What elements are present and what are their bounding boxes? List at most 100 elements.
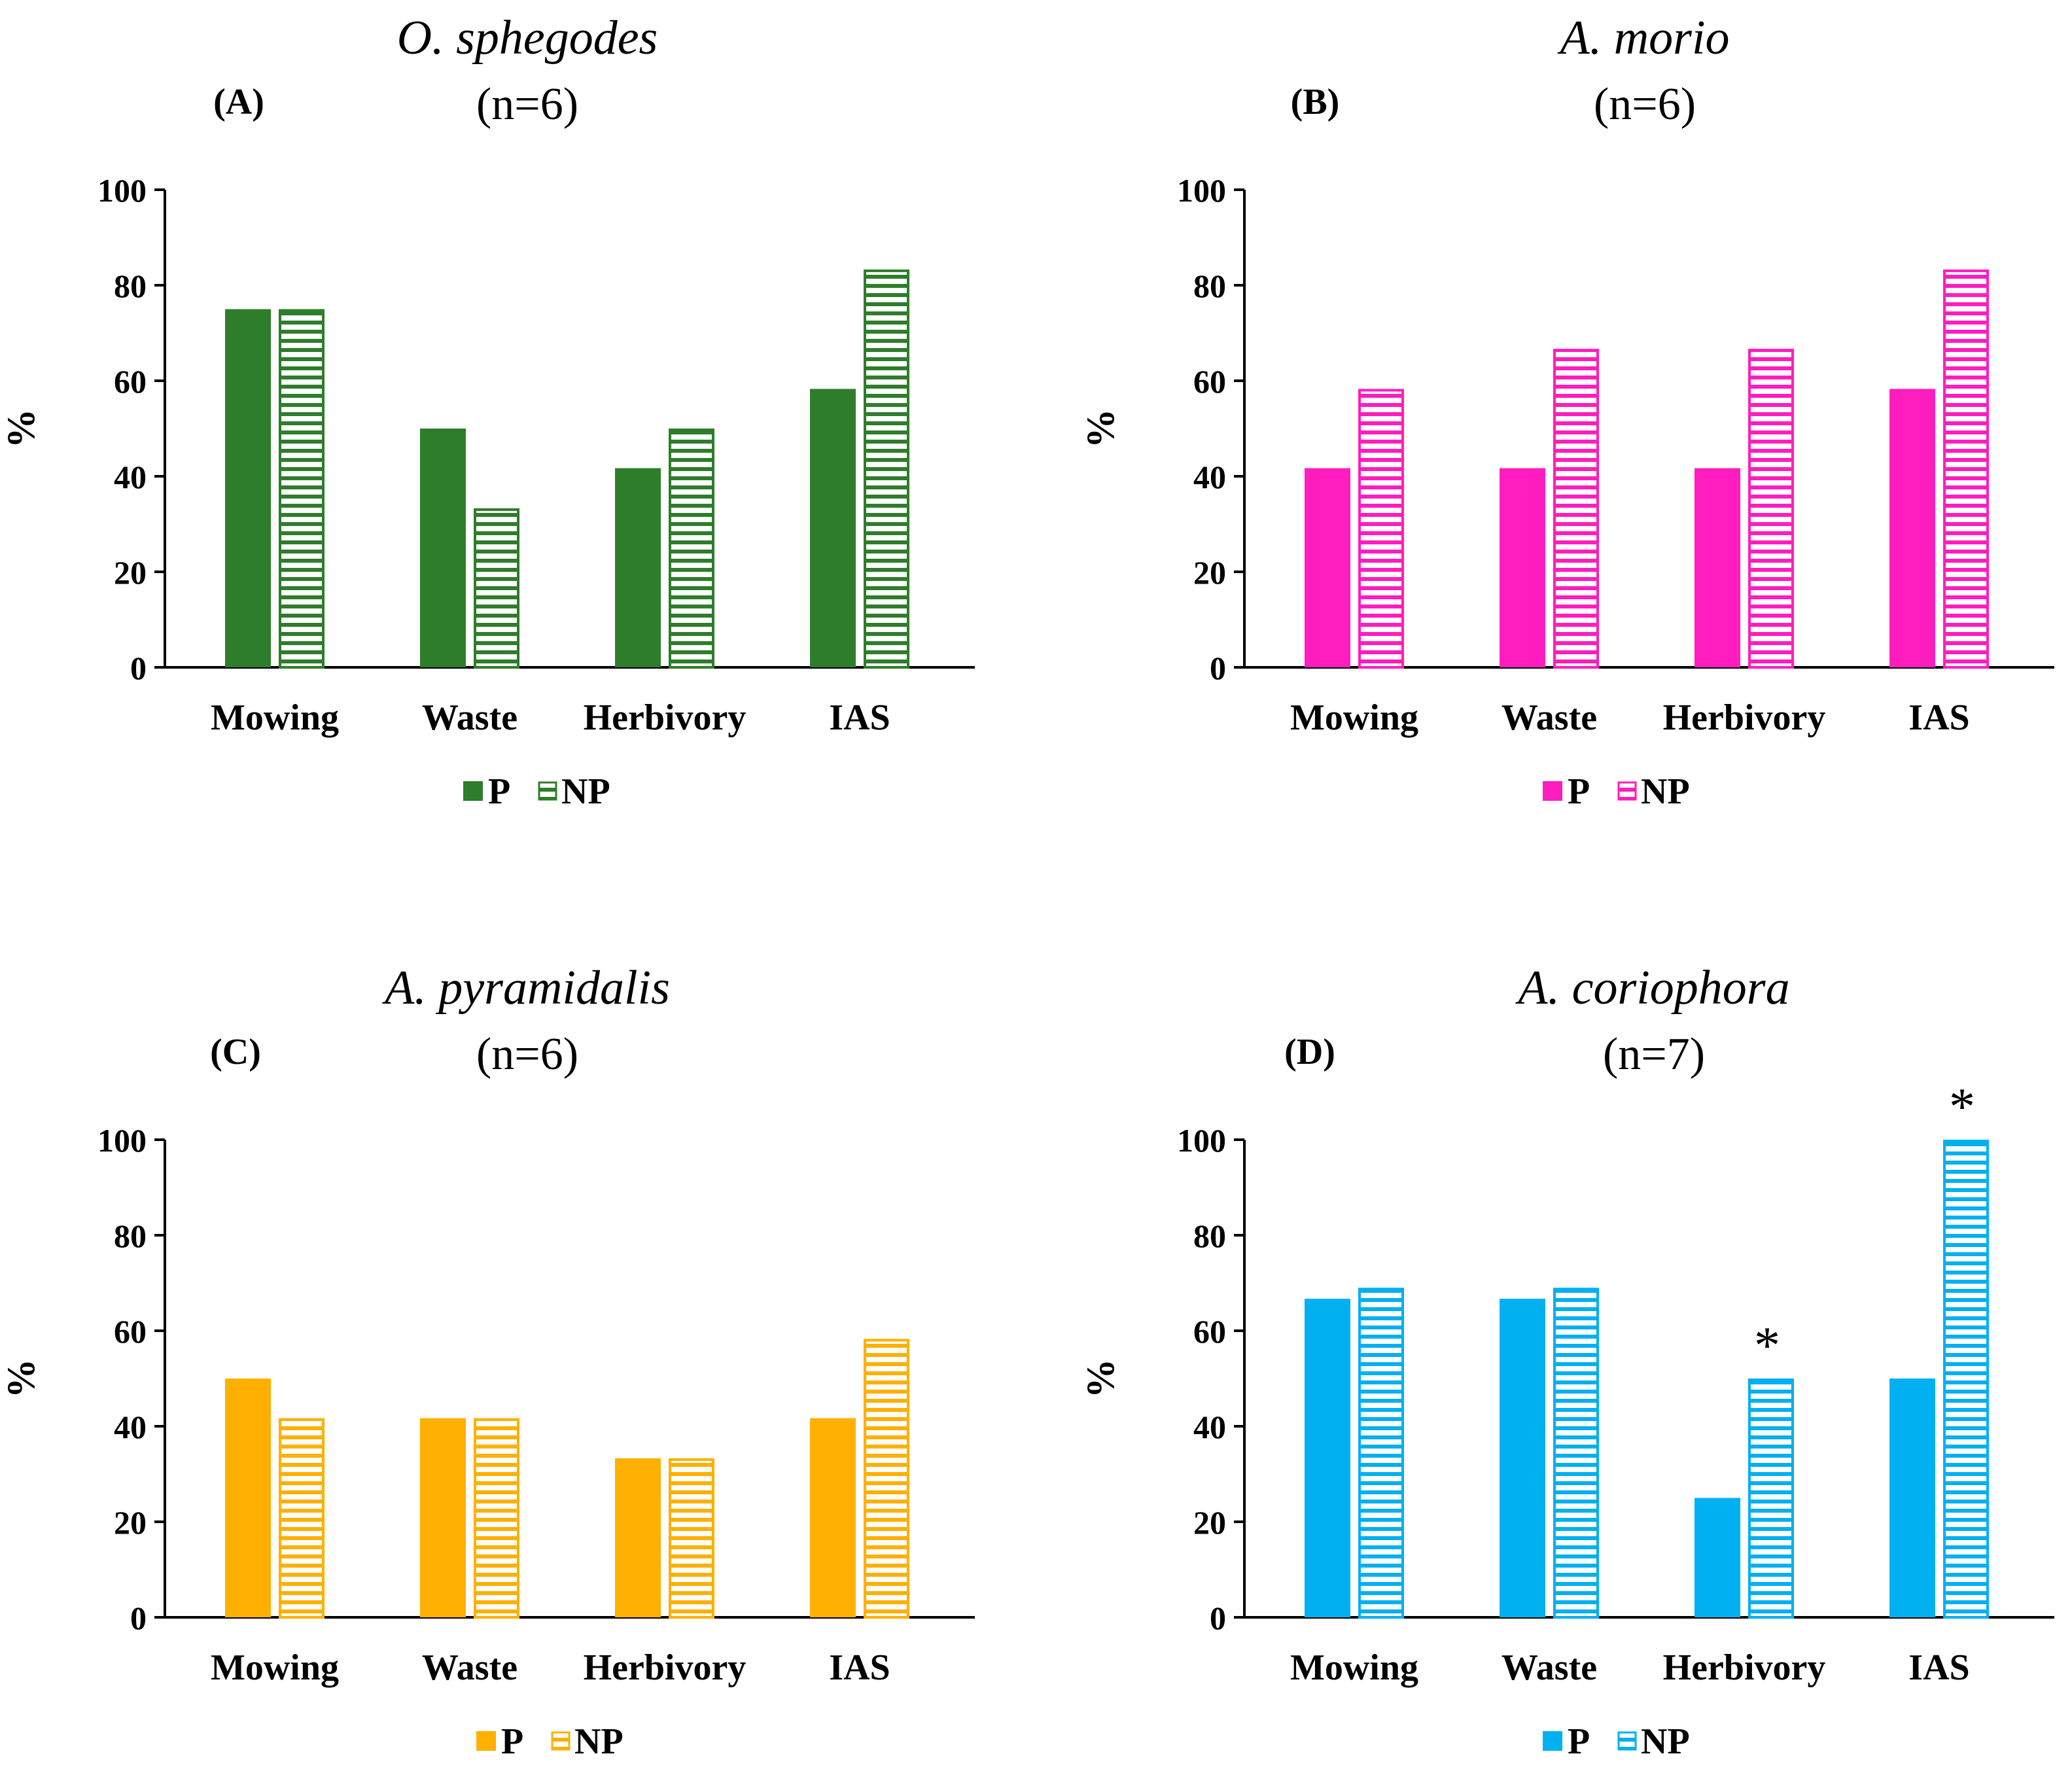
- legend: P NP: [463, 771, 610, 812]
- bar-np-herbivory: [669, 429, 714, 669]
- bar-np-waste: [474, 1418, 519, 1619]
- legend-label-np: NP: [1641, 771, 1690, 812]
- bar-p-mowing: [1305, 1299, 1350, 1617]
- bar-np-herbivory: [1748, 1379, 1794, 1619]
- chart-subtitle: (n=6): [476, 79, 578, 130]
- bar-p-ias: [1889, 1379, 1935, 1617]
- legend-swatch-p: [1543, 781, 1562, 801]
- legend-swatch-np: [538, 781, 557, 801]
- bar-p-waste: [420, 1418, 466, 1617]
- bar-np-waste: [1553, 1288, 1599, 1619]
- legend-swatch-p: [463, 781, 483, 801]
- bar-np-mowing: [1358, 1288, 1404, 1619]
- legend-swatch-p: [1543, 1731, 1562, 1751]
- y-tick-label: 100: [1177, 1122, 1226, 1159]
- bar-np-ias: [1943, 1140, 1989, 1619]
- x-tick-label: Mowing: [211, 1647, 339, 1688]
- significance-mark: *: [1754, 1317, 1780, 1375]
- legend: P NP: [1543, 1721, 1690, 1762]
- legend-swatch-np: [1617, 1731, 1637, 1751]
- legend-swatch-p: [476, 1731, 496, 1751]
- panel-label: (C): [210, 1032, 261, 1072]
- y-tick-label: 100: [1177, 172, 1226, 209]
- bar-p-ias: [810, 389, 856, 667]
- bar-np-ias: [1943, 269, 1989, 669]
- x-tick-label: Herbivory: [584, 1647, 746, 1688]
- y-axis-label: %: [1079, 1359, 1122, 1398]
- y-axis-label: %: [0, 1359, 43, 1398]
- x-tick-label: Mowing: [1290, 697, 1418, 738]
- x-tick-label: Herbivory: [1663, 697, 1826, 738]
- bar-np-ias: [864, 269, 909, 669]
- legend-label-np: NP: [1641, 1721, 1690, 1762]
- bar-np-waste: [474, 508, 519, 669]
- y-tick-label: 60: [114, 1313, 147, 1350]
- y-tick-label: 80: [114, 1218, 147, 1254]
- x-tick-label: Waste: [1501, 1647, 1597, 1688]
- bar-p-herbivory: [615, 468, 661, 667]
- bar-p-herbivory: [1694, 1498, 1740, 1617]
- y-tick-label: 80: [114, 268, 147, 304]
- bar-p-waste: [1500, 468, 1545, 667]
- x-tick-label: IAS: [829, 697, 890, 738]
- y-tick-label: 100: [97, 172, 147, 209]
- bar-np-mowing: [279, 309, 325, 669]
- bar-p-herbivory: [615, 1458, 661, 1617]
- y-tick-label: 0: [1210, 650, 1226, 686]
- y-tick-label: 20: [1193, 1504, 1226, 1541]
- y-tick-label: 20: [1193, 554, 1226, 591]
- chart-title: A. morio: [1557, 11, 1730, 65]
- legend-label-np: NP: [574, 1721, 623, 1762]
- legend-label-np: NP: [561, 771, 610, 812]
- bar-np-herbivory: [1748, 349, 1794, 669]
- y-tick-label: 0: [130, 1600, 147, 1636]
- legend-label-p: P: [488, 771, 510, 812]
- legend: P NP: [1543, 771, 1690, 812]
- y-tick-label: 0: [1210, 1600, 1226, 1636]
- chart-title: A. pyramidalis: [381, 961, 670, 1015]
- bar-p-ias: [810, 1418, 856, 1617]
- bar-np-herbivory: [669, 1458, 714, 1619]
- y-axis-label: %: [0, 409, 43, 448]
- x-tick-label: Herbivory: [1663, 1647, 1826, 1688]
- y-tick-label: 20: [114, 1504, 147, 1541]
- bar-np-mowing: [279, 1418, 325, 1619]
- y-tick-label: 40: [1193, 1409, 1226, 1445]
- y-axis-label: %: [1079, 409, 1122, 448]
- x-tick-label: Herbivory: [584, 697, 746, 738]
- legend-swatch-np: [1617, 781, 1637, 801]
- y-tick-label: 0: [130, 650, 147, 686]
- y-tick-label: 40: [114, 459, 147, 495]
- chart-title: A. coriophora: [1515, 961, 1789, 1015]
- chart-subtitle: (n=7): [1603, 1029, 1705, 1080]
- x-tick-label: Mowing: [1290, 1647, 1418, 1688]
- bar-p-herbivory: [1694, 468, 1740, 667]
- x-tick-label: Waste: [422, 697, 518, 738]
- panel-label: (A): [213, 82, 264, 122]
- x-tick-label: Waste: [422, 1647, 518, 1688]
- chart-panel-a: O. sphegodes (n=6) (A)% 0 20 40 60 80 100 Mowing W…: [0, 11, 975, 812]
- x-tick-label: IAS: [829, 1647, 890, 1688]
- chart-panel-c: A. pyramidalis (n=6) (C)% 0 20 40 60 80 100 Mowin…: [0, 961, 975, 1762]
- y-tick-label: 60: [114, 363, 147, 400]
- bar-p-waste: [1500, 1299, 1545, 1617]
- bar-np-ias: [864, 1339, 909, 1619]
- x-tick-label: Waste: [1501, 697, 1597, 738]
- chart-panel-d: A. coriophora (n=7) (D)% 0 20 40 60 80 100 Mowing…: [1079, 961, 2054, 1762]
- y-tick-label: 80: [1193, 1218, 1226, 1254]
- y-tick-label: 40: [114, 1409, 147, 1445]
- legend-swatch-np: [551, 1731, 571, 1751]
- chart-subtitle: (n=6): [476, 1029, 578, 1080]
- x-tick-label: Mowing: [211, 697, 339, 738]
- x-tick-label: IAS: [1908, 1647, 1969, 1688]
- panel-label: (B): [1291, 82, 1340, 122]
- legend-label-p: P: [1568, 771, 1590, 812]
- bar-p-waste: [420, 429, 466, 667]
- x-tick-label: IAS: [1908, 697, 1969, 738]
- y-tick-label: 40: [1193, 459, 1226, 495]
- y-tick-label: 80: [1193, 268, 1226, 304]
- significance-mark: *: [1949, 1078, 1975, 1136]
- y-tick-label: 60: [1193, 1313, 1226, 1350]
- y-tick-label: 60: [1193, 363, 1226, 400]
